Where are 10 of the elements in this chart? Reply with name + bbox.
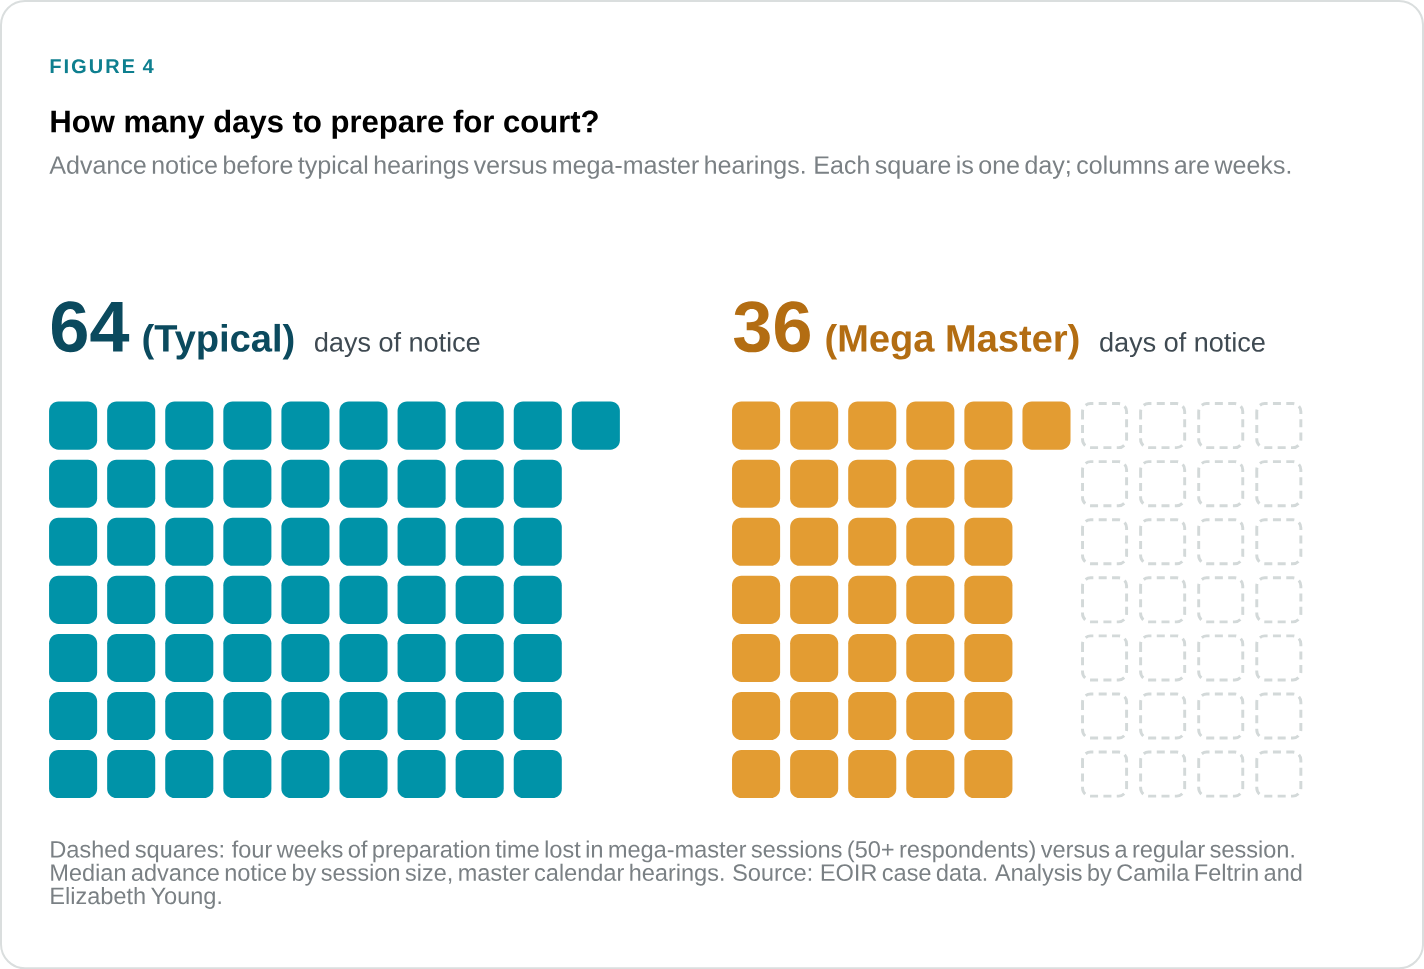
category-label: (Typical)	[143, 323, 294, 360]
caption: FIGURE 4	[50, 58, 154, 74]
data-label: 64	[51, 300, 130, 353]
text: How many days to prepare for court?	[51, 109, 598, 139]
category-label: (Mega Master)	[826, 323, 1079, 360]
text: Advance notice before typical hearings versus mega-master hearings. Each square is one day; columns are weeks.	[49, 155, 1291, 179]
data-label: 36	[733, 300, 810, 353]
text: days of notice	[1100, 331, 1265, 357]
text: Dashed squares: four weeks of preparation time lost in mega-master sessions (50+ respondents) versus a regular session. Median advance notice by session size, master calendar hearings. Source: EOIR case data. Analysis by Camila Feltrin and Elizabeth Young.	[51, 840, 1302, 909]
text: days of notice	[315, 331, 480, 357]
